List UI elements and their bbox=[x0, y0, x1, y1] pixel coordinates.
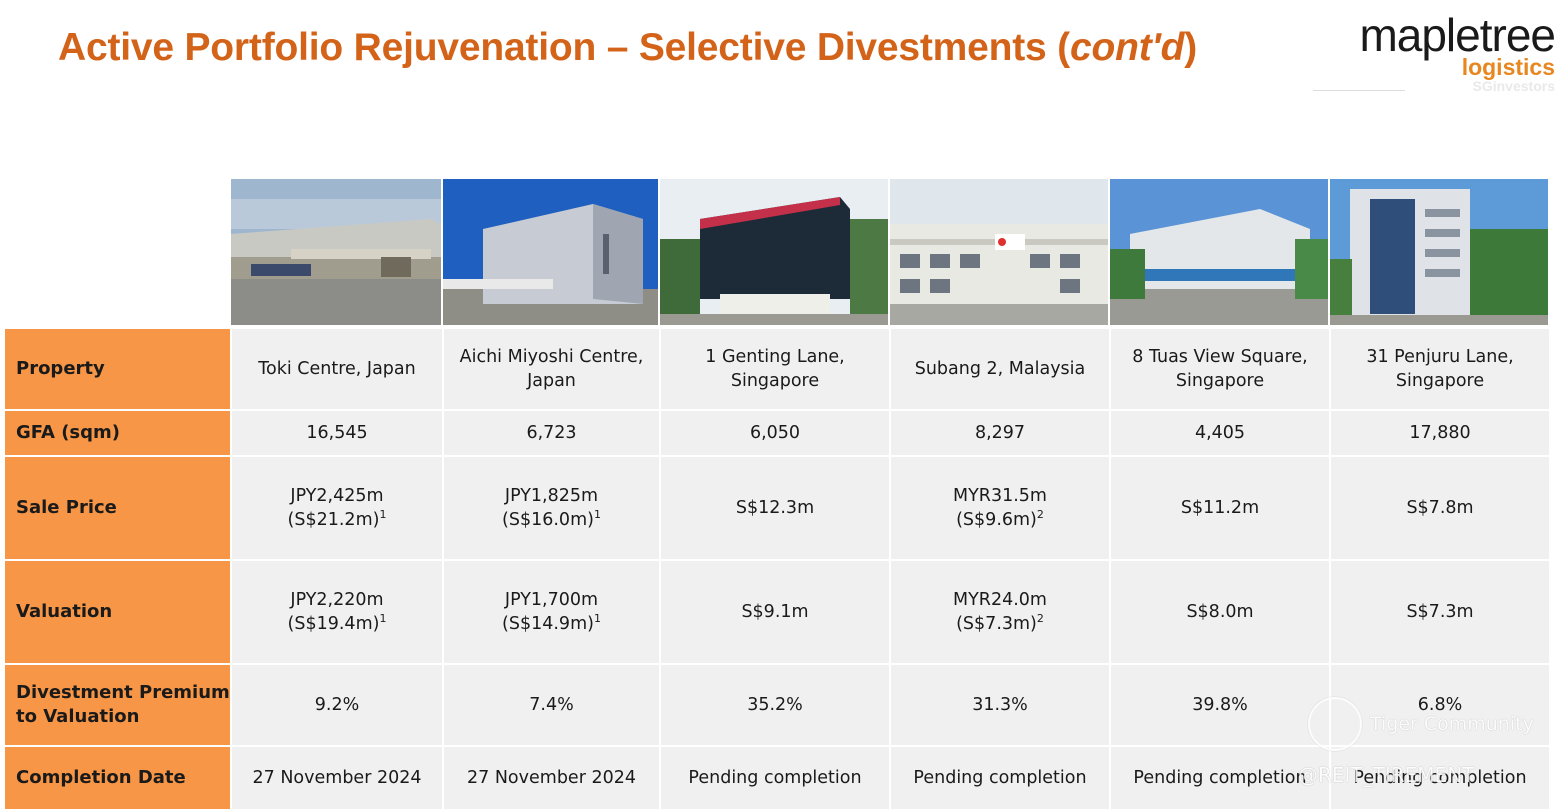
completion-cell: Pending completion bbox=[1109, 745, 1331, 811]
slide-title: Active Portfolio Rejuvenation – Selectiv… bbox=[58, 26, 1197, 70]
subang-2-photo bbox=[890, 179, 1108, 325]
property-cell: Toki Centre, Japan bbox=[230, 327, 444, 411]
completion-row: Completion Date 27 November 2024 27 Nove… bbox=[3, 745, 1551, 811]
property-cell: Aichi Miyoshi Centre, Japan bbox=[442, 327, 661, 411]
tiger-watermark: Tiger Community bbox=[1308, 697, 1534, 751]
completion-cell: Pending completion bbox=[889, 745, 1111, 811]
gfa-cell: 8,297 bbox=[889, 409, 1111, 457]
mapletree-logo: mapletree logistics SGinvestors bbox=[1310, 8, 1556, 98]
completion-header: Completion Date bbox=[3, 745, 232, 811]
completion-cell: Pending completion bbox=[1329, 745, 1551, 811]
premium-cell: 9.2% bbox=[230, 663, 444, 747]
31-penjuru-lane-photo bbox=[1330, 179, 1548, 325]
sale-price-cell: JPY1,825m (S$16.0m)1 bbox=[442, 455, 661, 561]
logo-subtitle: logistics bbox=[1461, 54, 1555, 80]
toki-centre-photo bbox=[231, 179, 441, 325]
property-cell: 31 Penjuru Lane, Singapore bbox=[1329, 327, 1551, 411]
logo-wordmark: mapletree bbox=[1359, 9, 1556, 61]
premium-cell: 7.4% bbox=[442, 663, 661, 747]
sale-price-row: Sale Price JPY2,425m (S$21.2m)1 JPY1,825m… bbox=[3, 455, 1551, 561]
1-genting-lane-photo bbox=[660, 179, 888, 325]
tiger-watermark-text: Tiger Community bbox=[1370, 713, 1534, 735]
valuation-cell: MYR24.0m (S$7.3m)2 bbox=[889, 559, 1111, 665]
premium-cell: 6.8% bbox=[1329, 663, 1551, 747]
property-cell: Subang 2, Malaysia bbox=[889, 327, 1111, 411]
valuation-cell: S$8.0m bbox=[1109, 559, 1331, 665]
valuation-cell: JPY1,700m (S$14.9m)1 bbox=[442, 559, 661, 665]
completion-cell: 27 November 2024 bbox=[230, 745, 444, 811]
property-row: Property Toki Centre, Japan Aichi Miyosh… bbox=[3, 327, 1551, 411]
sale-price-cell: MYR31.5m (S$9.6m)2 bbox=[889, 455, 1111, 561]
logo-watermark: SGinvestors bbox=[1472, 78, 1555, 94]
divestments-table: Property Toki Centre, Japan Aichi Miyosh… bbox=[3, 327, 1551, 811]
title-close: ) bbox=[1184, 26, 1198, 69]
premium-cell: 39.8% bbox=[1109, 663, 1331, 747]
gfa-cell: 16,545 bbox=[230, 409, 444, 457]
property-cell: 8 Tuas View Square, Singapore bbox=[1109, 327, 1331, 411]
handle-watermark: @REIT_TIREMENT bbox=[1298, 763, 1475, 787]
property-cell: 1 Genting Lane, Singapore bbox=[659, 327, 891, 411]
sale-price-header: Sale Price bbox=[3, 455, 232, 561]
title-italic: cont'd bbox=[1069, 26, 1185, 69]
valuation-cell: S$9.1m bbox=[659, 559, 891, 665]
completion-cell: Pending completion bbox=[659, 745, 891, 811]
valuation-header: Valuation bbox=[3, 559, 232, 665]
valuation-cell: JPY2,220m (S$19.4m)1 bbox=[230, 559, 444, 665]
gfa-header: GFA (sqm) bbox=[3, 409, 232, 457]
premium-cell: 31.3% bbox=[889, 663, 1111, 747]
gfa-cell: 4,405 bbox=[1109, 409, 1331, 457]
tiger-logo-icon bbox=[1308, 697, 1362, 751]
valuation-cell: S$7.3m bbox=[1329, 559, 1551, 665]
sale-price-cell: S$11.2m bbox=[1109, 455, 1331, 561]
8-tuas-view-square-photo bbox=[1110, 179, 1328, 325]
completion-cell: 27 November 2024 bbox=[442, 745, 661, 811]
sale-price-cell: S$7.8m bbox=[1329, 455, 1551, 561]
aichi-miyoshi-centre-photo bbox=[443, 179, 658, 325]
sale-price-cell: JPY2,425m (S$21.2m)1 bbox=[230, 455, 444, 561]
title-main: Active Portfolio Rejuvenation – Selectiv… bbox=[58, 26, 1070, 69]
gfa-cell: 6,050 bbox=[659, 409, 891, 457]
valuation-row: Valuation JPY2,220m (S$19.4m)1 JPY1,700m(… bbox=[3, 559, 1551, 665]
logo-divider bbox=[1313, 90, 1405, 91]
premium-header: Divestment Premium to Valuation bbox=[3, 663, 232, 747]
gfa-cell: 17,880 bbox=[1329, 409, 1551, 457]
premium-cell: 35.2% bbox=[659, 663, 891, 747]
sale-price-cell: S$12.3m bbox=[659, 455, 891, 561]
property-photos bbox=[0, 179, 1561, 325]
gfa-row: GFA (sqm) 16,545 6,723 6,050 8,297 4,405… bbox=[3, 409, 1551, 457]
premium-row: Divestment Premium to Valuation 9.2% 7.4… bbox=[3, 663, 1551, 747]
gfa-cell: 6,723 bbox=[442, 409, 661, 457]
property-header: Property bbox=[3, 327, 232, 411]
